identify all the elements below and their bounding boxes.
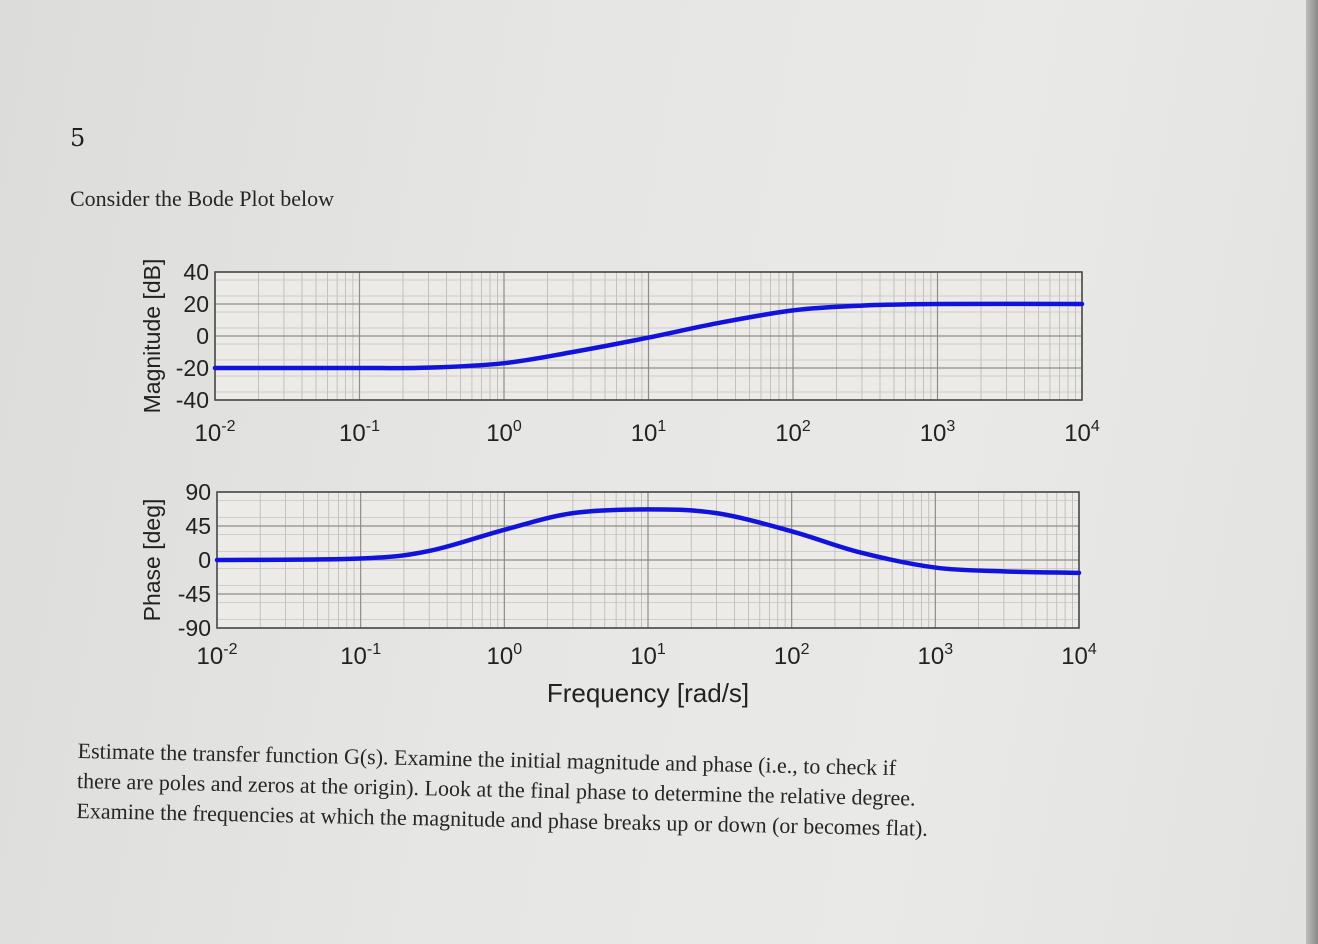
x-tick-label: 102 bbox=[774, 641, 810, 670]
question-number: 5 bbox=[70, 124, 86, 152]
y-tick-label: 0 bbox=[196, 323, 209, 349]
y-tick-label: -40 bbox=[176, 387, 209, 413]
series-line bbox=[214, 507, 1082, 576]
magnitude-panel: 40 20 0 -20 -40 Magnitude [dB] 10-2 10-1 100 101 1… bbox=[139, 259, 1100, 447]
x-tick-label: 104 bbox=[1064, 418, 1100, 447]
y-axis-label: Phase [deg] bbox=[139, 499, 165, 622]
x-tick-label: 103 bbox=[918, 641, 954, 670]
series-line bbox=[212, 301, 1085, 371]
question-intro: Consider the Bode Plot below bbox=[70, 186, 334, 211]
y-axis-label: Magnitude [dB] bbox=[139, 259, 165, 414]
x-tick-label: 10-1 bbox=[340, 641, 381, 670]
y-tick-label: 90 bbox=[185, 479, 211, 505]
y-tick-label: -90 bbox=[178, 615, 211, 641]
y-tick-label: -20 bbox=[176, 355, 209, 381]
x-tick-label: 103 bbox=[920, 418, 956, 447]
x-tick-label: 10-2 bbox=[197, 641, 238, 670]
page-edge bbox=[1306, 0, 1318, 944]
x-tick-label: 102 bbox=[775, 418, 811, 447]
x-tick-label: 101 bbox=[631, 418, 667, 447]
y-tick-label: 20 bbox=[183, 291, 209, 317]
x-tick-label: 100 bbox=[486, 418, 522, 447]
phase-panel: 90 45 0 -45 -90 Phase [deg] 10-2 10-1 100 101 102 1… bbox=[139, 479, 1097, 708]
x-tick-label: 101 bbox=[630, 641, 666, 670]
x-axis-label: Frequency [rad/s] bbox=[547, 678, 749, 708]
x-tick-label: 104 bbox=[1061, 641, 1097, 670]
y-tick-label: 0 bbox=[198, 547, 211, 573]
x-tick-label: 10-2 bbox=[195, 418, 236, 447]
x-tick-label: 10-1 bbox=[339, 418, 380, 447]
y-tick-label: -45 bbox=[178, 581, 211, 607]
plot-frame bbox=[214, 271, 1083, 401]
y-tick-label: 45 bbox=[185, 513, 211, 539]
y-tick-label: 40 bbox=[183, 259, 209, 285]
x-tick-label: 100 bbox=[487, 641, 523, 670]
